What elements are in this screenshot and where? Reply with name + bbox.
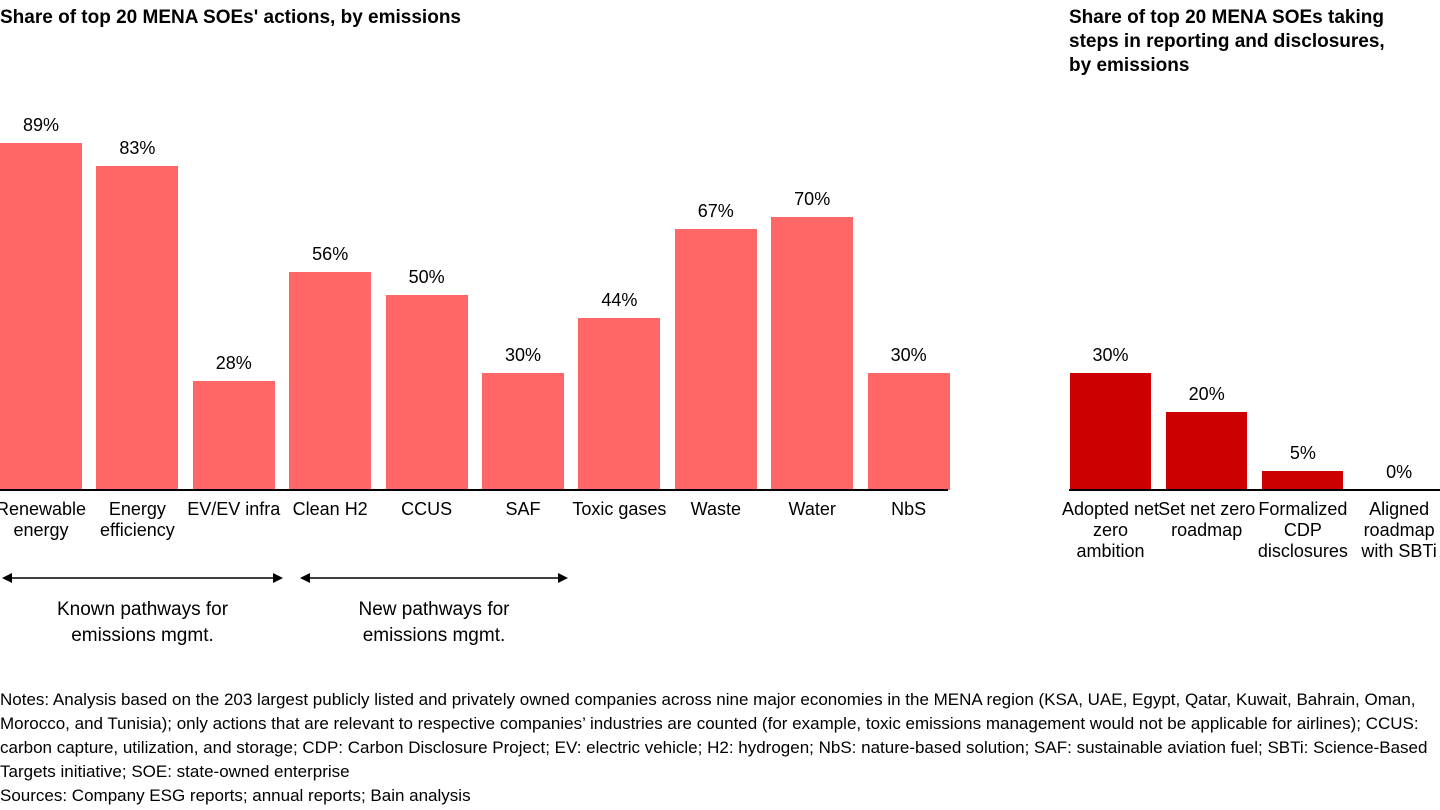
- group-arrow: [300, 573, 568, 583]
- x-tick-label: Clean H2: [292, 499, 368, 519]
- axis-line: [0, 489, 948, 491]
- x-tick-label: Waste: [690, 499, 741, 519]
- value-label: 89%: [22, 114, 60, 135]
- x-tick-label: Adopted net zero ambition: [1061, 499, 1160, 561]
- x-tick-label: Aligned roadmap with SBTi: [1361, 499, 1437, 561]
- value-label: 0%: [1386, 462, 1413, 482]
- value-label: 56%: [312, 243, 349, 264]
- value-label: 5%: [1289, 442, 1316, 463]
- bar: [1166, 412, 1248, 490]
- value-label: 20%: [1188, 384, 1225, 404]
- x-tick-label: Renewable energy: [0, 499, 87, 540]
- value-label: 70%: [794, 189, 831, 209]
- value-label: 30%: [1092, 345, 1129, 365]
- axis-line: [1069, 489, 1440, 491]
- value-label: 44%: [601, 290, 638, 311]
- sources: Sources: Company ESG reports; annual rep…: [0, 786, 471, 805]
- bar: [0, 142, 82, 490]
- bar: [771, 217, 854, 490]
- bar: [385, 295, 468, 490]
- value-label: 30%: [890, 345, 927, 365]
- bar: [96, 166, 179, 490]
- x-tick-label: NbS: [891, 499, 927, 519]
- x-tick-label: Energy efficiency: [100, 499, 175, 540]
- bar: [289, 271, 372, 490]
- chart-title: Share of top 20 MENA SOEs taking steps i…: [1069, 7, 1385, 76]
- value-label: 30%: [504, 345, 542, 365]
- x-tick-label: CCUS: [401, 499, 453, 519]
- x-tick-label: Set net zero roadmap: [1158, 499, 1256, 540]
- notes: Notes: Analysis based on the 203 largest…: [0, 690, 1428, 781]
- value-label: 28%: [215, 352, 252, 373]
- bar: [578, 318, 661, 490]
- group-arrow: [2, 573, 283, 583]
- x-tick-label: EV/EV infra: [187, 499, 281, 519]
- x-tick-label: Formalized CDP disclosures: [1257, 499, 1348, 561]
- value-label: 83%: [119, 138, 156, 159]
- bar: [192, 380, 275, 490]
- bar: [1262, 470, 1344, 490]
- bar: [674, 228, 757, 490]
- bar: [1070, 373, 1151, 490]
- value-label: 50%: [408, 267, 445, 287]
- x-tick-label: SAF: [505, 499, 541, 519]
- x-tick-label: Toxic gases: [572, 499, 667, 519]
- value-label: 67%: [697, 200, 734, 221]
- chart-title: Share of top 20 MENA SOEs' actions, by e…: [0, 7, 461, 28]
- bar: [867, 373, 950, 490]
- bar: [482, 373, 564, 490]
- group-label: New pathways for emissions mgmt.: [358, 599, 510, 646]
- x-tick-label: Water: [788, 499, 836, 519]
- group-label: Known pathways for emissions mgmt.: [56, 599, 229, 646]
